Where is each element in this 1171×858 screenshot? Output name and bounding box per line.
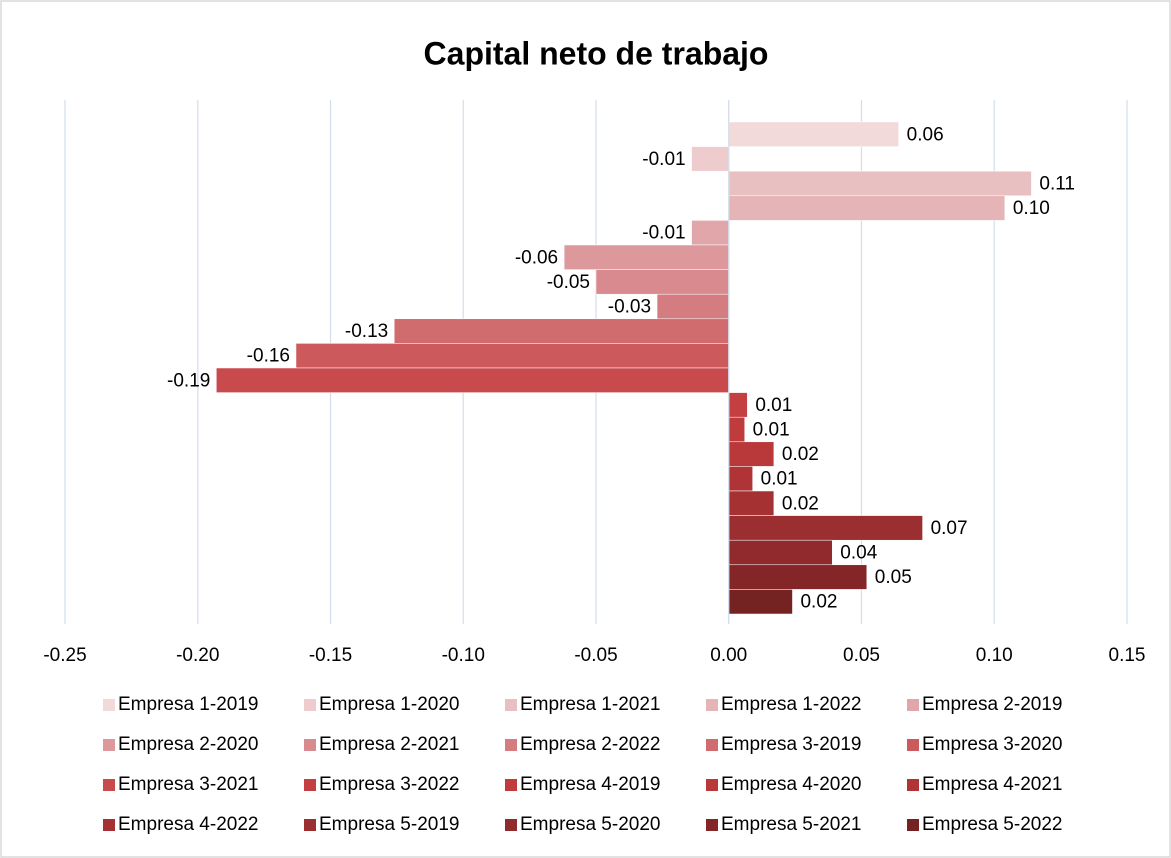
bar	[728, 490, 775, 516]
legend-swatch	[706, 699, 718, 711]
legend-label: Empresa 2-2020	[118, 734, 258, 755]
legend-swatch	[706, 739, 718, 751]
x-tick-label: 0.05	[843, 645, 880, 666]
data-label: -0.13	[345, 321, 388, 342]
x-tick-label: 0.15	[1109, 645, 1146, 666]
legend-swatch	[304, 699, 316, 711]
legend-label: Empresa 2-2022	[520, 734, 660, 755]
data-label: 0.06	[907, 124, 944, 145]
legend-label: Empresa 3-2019	[721, 734, 861, 755]
bar	[728, 392, 748, 418]
bar	[728, 589, 793, 615]
bar	[728, 515, 923, 541]
chart-title: Capital neto de trabajo	[424, 35, 769, 71]
data-label: -0.01	[642, 223, 685, 244]
x-tick-label: 0.00	[710, 645, 747, 666]
x-tick-label: -0.05	[574, 645, 617, 666]
legend-label: Empresa 3-2022	[319, 774, 459, 795]
bar	[728, 170, 1032, 197]
data-label: 0.02	[782, 444, 819, 465]
bar	[563, 244, 730, 270]
bar	[728, 466, 753, 492]
data-label: 0.07	[931, 518, 968, 539]
legend-swatch	[505, 779, 517, 791]
legend-swatch	[505, 699, 517, 711]
legend-label: Empresa 5-2022	[922, 814, 1062, 835]
data-label: 0.04	[840, 543, 877, 564]
data-label: 0.01	[761, 469, 798, 490]
bar	[728, 539, 833, 566]
data-label: -0.06	[515, 247, 558, 268]
legend-label: Empresa 5-2021	[721, 814, 861, 835]
bar	[595, 269, 729, 295]
data-label: -0.01	[642, 149, 685, 170]
legend-label: Empresa 5-2019	[319, 814, 459, 835]
bar	[691, 220, 730, 246]
legend-swatch	[505, 819, 517, 831]
bar	[691, 146, 730, 172]
legend-swatch	[907, 819, 919, 831]
data-label: 0.02	[800, 592, 837, 613]
legend-swatch	[706, 819, 718, 831]
legend-label: Empresa 4-2020	[721, 774, 861, 795]
bar	[728, 441, 775, 467]
legend-label: Empresa 5-2020	[520, 814, 660, 835]
legend-label: Empresa 2-2021	[319, 734, 459, 755]
x-tick-label: -0.10	[442, 645, 485, 666]
legend-label: Empresa 1-2019	[118, 694, 258, 715]
legend-label: Empresa 4-2021	[922, 774, 1062, 795]
data-label: -0.19	[167, 370, 210, 391]
data-label: 0.11	[1039, 174, 1075, 195]
bar	[728, 195, 1006, 221]
legend-swatch	[103, 779, 115, 791]
legend-swatch	[907, 739, 919, 751]
legend-swatch	[103, 819, 115, 831]
legend-swatch	[304, 819, 316, 831]
data-label: 0.01	[753, 420, 790, 441]
legend-swatch	[907, 779, 919, 791]
legend-swatch	[304, 779, 316, 791]
legend-swatch	[304, 739, 316, 751]
x-tick-label: -0.20	[176, 645, 219, 666]
legend-label: Empresa 1-2022	[721, 694, 861, 715]
bar	[393, 318, 729, 344]
x-tick-label: -0.15	[309, 645, 352, 666]
data-label: 0.02	[782, 493, 819, 514]
data-label: 0.01	[755, 395, 792, 416]
legend-swatch	[505, 739, 517, 751]
legend-label: Empresa 3-2020	[922, 734, 1062, 755]
bar	[728, 564, 868, 590]
data-label: -0.05	[547, 272, 590, 293]
legend-label: Empresa 1-2021	[520, 694, 660, 715]
bar	[728, 121, 899, 147]
legend-label: Empresa 2-2019	[922, 694, 1062, 715]
legend-swatch	[103, 699, 115, 711]
legend-label: Empresa 4-2019	[520, 774, 660, 795]
bar	[295, 343, 729, 369]
bar	[656, 293, 729, 320]
legend-swatch	[706, 779, 718, 791]
x-tick-label: 0.10	[976, 645, 1013, 666]
legend-label: Empresa 4-2022	[118, 814, 258, 835]
data-label: 0.05	[875, 567, 912, 588]
data-label: -0.16	[247, 346, 290, 367]
data-label: 0.10	[1013, 198, 1050, 219]
bar	[216, 367, 729, 393]
data-label: -0.03	[608, 297, 651, 318]
legend-swatch	[907, 699, 919, 711]
bar	[728, 416, 745, 443]
legend-label: Empresa 1-2020	[319, 694, 459, 715]
x-tick-label: -0.25	[43, 645, 86, 666]
legend-label: Empresa 3-2021	[118, 774, 258, 795]
legend-swatch	[103, 739, 115, 751]
